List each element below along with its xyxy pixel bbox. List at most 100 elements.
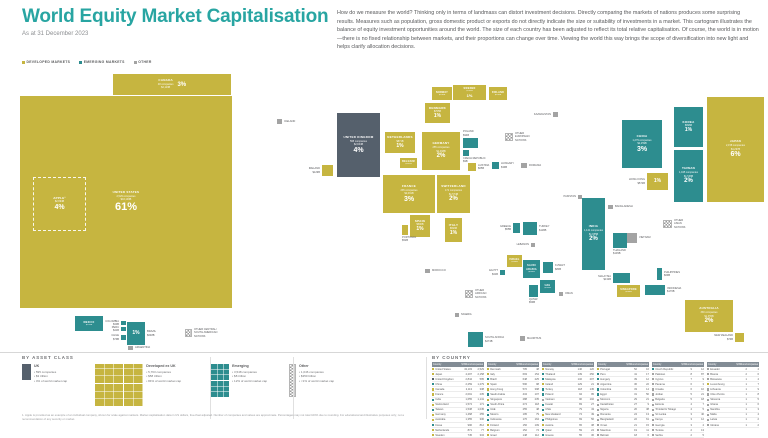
row-companies: 6	[757, 372, 759, 376]
table-row: Ecuador 2 4	[707, 367, 759, 373]
table-row: Philippines 69 56	[542, 418, 594, 424]
row-companies: 2,529	[477, 367, 485, 371]
row-billions: 129	[577, 382, 582, 386]
market-type-marker	[542, 413, 545, 416]
row-country: Denmark	[490, 367, 501, 371]
legend-label: DEVELOPED MARKETS	[26, 60, 71, 64]
row-country: India	[435, 398, 441, 402]
row-companies: 171	[479, 403, 484, 407]
asset-class-other: Other • 1,046 companies • $350 billion • <1…	[289, 364, 334, 397]
row-country: Panama	[655, 382, 665, 386]
label-newzealand: NEW ZEALAND $74B	[714, 334, 733, 341]
asset-class-bullet: • 5,763 companies	[146, 369, 171, 374]
row-billions: 3	[690, 413, 692, 417]
market-type-marker	[542, 367, 545, 371]
legend-swatch-icon	[133, 60, 137, 64]
page-title: World Equity Market Capitalisation	[22, 6, 329, 27]
row-country: Japan	[435, 372, 443, 376]
row-billions: 195	[522, 413, 527, 417]
country-name: AUSTRALIA	[699, 306, 719, 311]
row-country: Serbia	[655, 433, 663, 437]
asset-class-thumbnail	[22, 364, 31, 380]
row-country: Australia	[435, 418, 446, 422]
country-pct: 3%	[403, 195, 415, 203]
row-country: Pakistan	[655, 372, 666, 376]
market-type-marker	[542, 378, 545, 381]
row-billions: 705	[522, 367, 527, 371]
market-type-marker	[542, 373, 545, 376]
country-argentina	[128, 346, 133, 350]
row-billions: 745	[467, 433, 472, 437]
market-type-marker	[432, 429, 435, 432]
country-pct: 1%	[466, 92, 473, 98]
market-type-marker	[487, 408, 490, 411]
label-southafrica: SOUTH AFRICA $274B	[485, 336, 505, 343]
col-header-billions: $ Billions	[516, 363, 526, 366]
row-country: Chile	[545, 408, 552, 412]
table-row: Namibia 1 3	[707, 408, 759, 413]
market-type-marker	[487, 373, 490, 376]
row-billions: 152	[522, 428, 527, 432]
label-poland: POLAND $94B	[463, 130, 474, 137]
row-companies: 13	[701, 428, 704, 432]
country-companies: 595 companies	[350, 139, 367, 143]
row-companies: 48	[536, 408, 539, 412]
row-companies: 2	[757, 418, 759, 422]
country-france: FRANCE 235 companies $2,091B 3%	[383, 175, 435, 213]
row-billions: 74	[579, 413, 582, 417]
market-type-marker	[432, 393, 435, 396]
row-country: Austria	[545, 423, 554, 427]
country-egypt	[500, 270, 505, 275]
country-name: TAIWAN	[681, 166, 696, 171]
country-value: $1,574B	[448, 192, 459, 196]
country-australia: AUSTRALIA 330 companies $1,355B 2%	[685, 300, 733, 332]
market-type-marker	[652, 429, 655, 432]
country-name: NETHERLANDS	[387, 135, 413, 140]
row-billions: 6	[690, 382, 692, 386]
market-type-marker	[652, 393, 655, 396]
market-type-marker	[542, 393, 545, 396]
country-name: DENMARK	[428, 105, 447, 110]
country-name: SWEDEN	[463, 87, 476, 91]
row-country: Kenya	[655, 418, 663, 422]
row-country: Korea	[435, 423, 443, 427]
table-row: Ukraine 1 2	[707, 423, 759, 429]
row-companies: 12	[701, 367, 704, 371]
row-billions: 1	[745, 413, 747, 417]
country-pct: 61%	[114, 200, 138, 213]
row-billions: 1,355	[465, 418, 473, 422]
row-country: Saudi Arabia	[490, 393, 505, 397]
country-name: UNITED KINGDOM	[343, 134, 374, 139]
row-companies: 250	[589, 372, 594, 376]
country-pct: 1%	[416, 226, 424, 233]
row-billions: 5	[690, 398, 692, 402]
market-type-marker	[652, 418, 655, 422]
country-other-eu	[505, 133, 513, 141]
country-name: FRANCE	[402, 183, 416, 188]
country-companies: 2,158 companies	[725, 144, 746, 148]
country-companies: 1,279 companies	[632, 138, 652, 142]
row-companies: 225	[534, 377, 539, 381]
row-country: Portugal	[600, 367, 610, 371]
label-philippines: PHILIPPINES $69B	[664, 270, 681, 278]
table-row: Denmark 705 48	[487, 367, 539, 373]
country-indonesia	[645, 285, 665, 295]
row-country: Norway	[545, 367, 554, 371]
row-companies: 4	[757, 377, 759, 381]
row-billions: 148	[522, 433, 527, 437]
market-type-marker	[707, 388, 710, 391]
country-other-csa	[185, 329, 192, 337]
table-row: Argentina 36 22	[597, 382, 649, 388]
table-row: Bulgaria 5 18	[652, 398, 704, 403]
label-iceland: ICELAND	[284, 119, 296, 123]
country-denmark: DENMARK $705B 1%	[425, 103, 450, 123]
legend-item-o: OTHER	[133, 60, 152, 64]
row-country: Bangladesh	[600, 418, 614, 422]
divider-1	[210, 357, 211, 419]
asset-class-bullet: • 12% of world market cap	[232, 378, 268, 383]
country-value: $2,994B	[54, 200, 65, 204]
country-name: NORWAY	[436, 90, 448, 94]
country-companies: 235 companies	[400, 188, 418, 192]
row-companies: 61	[646, 418, 649, 422]
country-value: $745B	[466, 90, 473, 93]
